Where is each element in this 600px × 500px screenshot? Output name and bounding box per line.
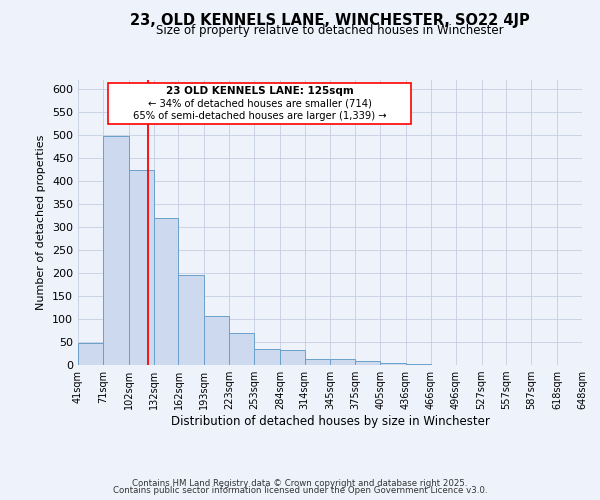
X-axis label: Distribution of detached houses by size in Winchester: Distribution of detached houses by size … [170, 415, 490, 428]
Text: Contains HM Land Registry data © Crown copyright and database right 2025.: Contains HM Land Registry data © Crown c… [132, 478, 468, 488]
Bar [254, 349, 280, 365]
Y-axis label: Number of detached properties: Number of detached properties [37, 135, 46, 310]
Bar [154, 218, 178, 365]
Text: Contains public sector information licensed under the Open Government Licence v3: Contains public sector information licen… [113, 486, 487, 495]
Bar [355, 361, 380, 365]
Bar [280, 350, 305, 365]
Text: 23, OLD KENNELS LANE, WINCHESTER, SO22 4JP: 23, OLD KENNELS LANE, WINCHESTER, SO22 4… [130, 12, 530, 28]
Bar [128, 170, 154, 365]
Text: 65% of semi-detached houses are larger (1,339) →: 65% of semi-detached houses are larger (… [133, 111, 386, 121]
Bar [305, 359, 331, 365]
Bar [178, 275, 204, 365]
Bar [331, 358, 355, 365]
Bar [103, 136, 128, 365]
Bar [229, 333, 254, 365]
FancyBboxPatch shape [108, 83, 410, 124]
Bar [406, 364, 431, 365]
Text: ← 34% of detached houses are smaller (714): ← 34% of detached houses are smaller (71… [148, 98, 371, 108]
Bar [380, 363, 406, 365]
Text: Size of property relative to detached houses in Winchester: Size of property relative to detached ho… [156, 24, 504, 37]
Bar [78, 344, 103, 365]
Text: 23 OLD KENNELS LANE: 125sqm: 23 OLD KENNELS LANE: 125sqm [166, 86, 353, 97]
Bar [204, 316, 229, 365]
